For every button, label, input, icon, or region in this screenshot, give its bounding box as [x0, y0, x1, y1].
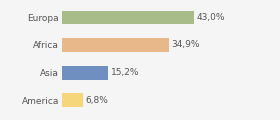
Text: 15,2%: 15,2%: [111, 68, 139, 77]
Text: 34,9%: 34,9%: [172, 41, 200, 49]
Bar: [62, 38, 169, 52]
Bar: [62, 93, 83, 107]
Bar: [62, 66, 108, 79]
Bar: [62, 11, 194, 24]
Text: 43,0%: 43,0%: [197, 13, 225, 22]
Text: 6,8%: 6,8%: [85, 96, 108, 105]
